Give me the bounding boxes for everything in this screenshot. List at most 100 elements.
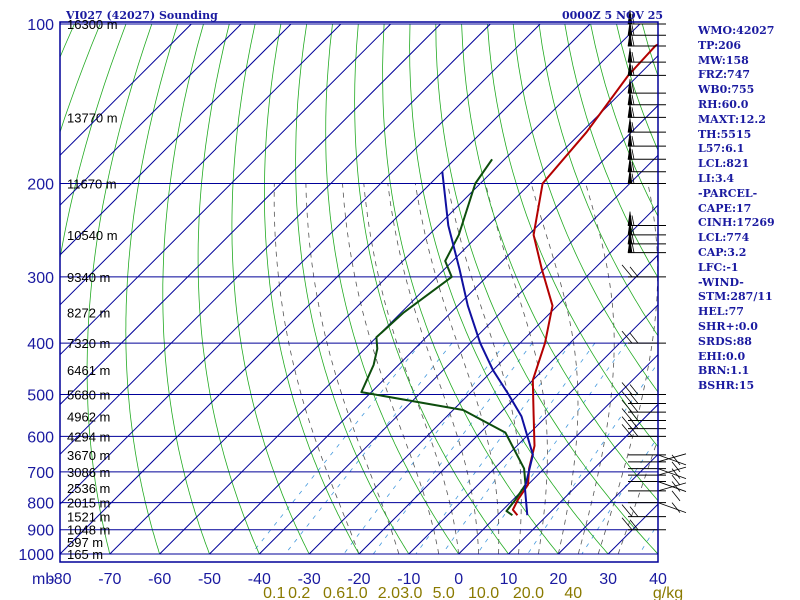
stat-line: L57:6.1 (698, 142, 745, 156)
isotherm-line (109, 23, 641, 555)
pressure-tick-label: 200 (27, 177, 54, 194)
isotherm-line (408, 304, 658, 555)
pressure-tick-label: 600 (27, 429, 54, 446)
wind-barb (621, 424, 666, 437)
temperature-tick-label: -20 (347, 571, 370, 588)
stat-line: SRDS:88 (698, 334, 752, 348)
stat-line: STM:287/11 (698, 290, 773, 304)
height-label: 13770 m (67, 110, 118, 125)
height-label: 1521 m (67, 510, 110, 525)
isobar-grid (60, 23, 658, 555)
wind-barb (627, 132, 666, 147)
height-label: 9340 m (67, 270, 110, 285)
isotherm-line (60, 23, 292, 256)
mixing-ratio-label: 1.0 (345, 585, 367, 600)
isotherm-line (557, 453, 658, 555)
plot-background (60, 22, 658, 564)
wind-barb (621, 399, 666, 413)
height-label: 4294 m (67, 429, 110, 444)
wind-barb (627, 79, 666, 94)
height-label: 2536 m (67, 481, 110, 496)
stat-line: EHI:0.0 (698, 349, 746, 363)
dry-adiabat (538, 23, 658, 337)
pressure-axis-labels: 100 200 300 400 500 600 700 800 900 1000 (18, 17, 54, 564)
height-labels: 16300 m 13770 m 11670 m 10540 m 9340 m 8272 m… (67, 17, 118, 562)
temperature-tick-label: -80 (48, 571, 71, 588)
wind-barb (627, 21, 666, 36)
mixing-ratio-label: 20.0 (513, 585, 544, 600)
wind-barb (628, 482, 687, 502)
mixing-ratio-labels: 0.1 0.2 0.6 1.0 2.0 3.0 5.0 10.0 20.0 40 g/kg (263, 585, 683, 600)
height-label: 4962 m (67, 409, 110, 424)
height-label: 2015 m (67, 496, 110, 511)
wind-barb (627, 90, 666, 106)
isotherm-line (209, 104, 658, 555)
temperature-tick-label: 30 (599, 571, 617, 588)
chart-title: VI027 (42027) Sounding (66, 9, 218, 22)
plot-border (59, 21, 659, 563)
height-label: 165 m (67, 547, 103, 562)
stat-line: LCL:821 (698, 157, 750, 171)
height-label: 8272 m (67, 305, 110, 320)
parcel-profile (441, 171, 534, 516)
dry-adiabat (325, 23, 460, 555)
isotherm-line (60, 23, 441, 406)
wind-barb (621, 517, 666, 531)
dry-adiabat (263, 23, 360, 555)
stat-line: LI:3.4 (698, 171, 735, 185)
wind-barb (628, 468, 687, 479)
moist-adiabat (530, 183, 579, 555)
height-label: 7320 m (67, 336, 110, 351)
stat-line: WMO:42027 (698, 24, 775, 37)
height-label: 3086 m (67, 465, 110, 480)
mixing-ratio-label: 10.0 (468, 585, 499, 600)
wind-barb (628, 453, 687, 473)
dry-adiabat (231, 23, 310, 555)
wind-barb (621, 330, 666, 344)
stat-line: SHR+:0.0 (698, 319, 758, 333)
dry-adiabat (435, 23, 658, 555)
isotherm-line (60, 23, 392, 356)
stat-line: FRZ:747 (698, 68, 751, 82)
isotherm-line (60, 23, 242, 206)
isotherm-line (60, 23, 491, 456)
wind-barb (628, 502, 687, 514)
moist-adiabat (617, 437, 658, 555)
height-label: 16300 m (67, 17, 118, 32)
dry-adiabat (197, 23, 260, 555)
wind-barb (621, 504, 666, 518)
stat-line: CINH:17269 (698, 216, 775, 230)
pressure-tick-label: 700 (27, 465, 54, 482)
pressure-tick-label: 400 (27, 336, 54, 353)
moist-adiabat (305, 183, 400, 555)
mixing-ratio-label: 0.6 (323, 585, 345, 600)
height-label: 5680 m (67, 387, 110, 402)
stat-line: CAPE:17 (698, 201, 752, 215)
temperature-tick-label: -60 (148, 571, 171, 588)
mixing-ratio-label: 3.0 (400, 585, 422, 600)
dry-adiabat (409, 23, 609, 555)
isotherm-grid (60, 23, 658, 555)
pressure-tick-label: 300 (27, 270, 54, 287)
wind-barb (627, 238, 666, 254)
moist-adiabat (447, 183, 522, 555)
wind-barb (627, 220, 666, 236)
temperature-tick-label: -30 (298, 571, 321, 588)
dry-adiabat (771, 24, 800, 554)
height-label: 3670 m (67, 448, 110, 463)
dewpoint-profile (360, 158, 527, 517)
height-label: 6461 m (67, 363, 110, 378)
wind-barb (621, 382, 666, 395)
pressure-tick-label: 800 (27, 496, 54, 513)
wind-barb (627, 61, 666, 76)
isotherm-line (308, 204, 658, 555)
wind-barbs (621, 9, 687, 531)
isotherm-line (458, 353, 658, 555)
isotherm-line (60, 23, 342, 306)
moist-adiabat (485, 183, 548, 555)
stat-line: WB0:755 (698, 83, 755, 97)
dry-adiabat (295, 23, 410, 555)
stat-line: TP:206 (698, 38, 742, 52)
temperature-tick-label: 20 (549, 571, 567, 588)
